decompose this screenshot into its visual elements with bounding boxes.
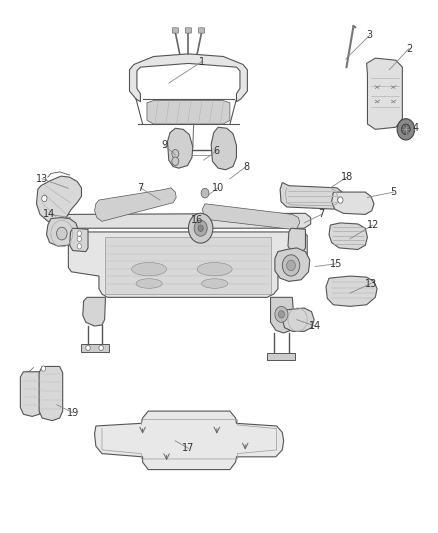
Polygon shape: [70, 228, 88, 252]
Circle shape: [77, 244, 81, 249]
FancyBboxPatch shape: [185, 28, 191, 33]
Circle shape: [279, 311, 285, 318]
Text: 8: 8: [243, 161, 249, 172]
Text: 10: 10: [212, 183, 224, 193]
Polygon shape: [95, 411, 284, 470]
Ellipse shape: [136, 279, 162, 288]
Ellipse shape: [197, 263, 232, 276]
Polygon shape: [167, 128, 193, 168]
Polygon shape: [326, 276, 377, 306]
Text: 15: 15: [330, 259, 342, 269]
Text: 6: 6: [214, 146, 220, 156]
Polygon shape: [275, 248, 310, 281]
Circle shape: [77, 231, 81, 236]
Polygon shape: [329, 223, 367, 249]
Circle shape: [283, 255, 300, 276]
Circle shape: [77, 236, 81, 241]
Text: 19: 19: [67, 408, 79, 418]
Polygon shape: [211, 127, 237, 169]
Polygon shape: [332, 192, 374, 214]
Text: 7: 7: [318, 209, 325, 220]
Polygon shape: [106, 237, 271, 294]
Polygon shape: [20, 372, 42, 416]
Text: 16: 16: [191, 215, 203, 225]
Polygon shape: [271, 297, 294, 333]
Text: 7: 7: [137, 183, 144, 193]
Polygon shape: [36, 176, 81, 223]
Polygon shape: [95, 188, 176, 221]
Polygon shape: [147, 101, 230, 124]
Circle shape: [194, 220, 207, 236]
Text: 5: 5: [391, 187, 397, 197]
Polygon shape: [283, 308, 314, 332]
Polygon shape: [81, 344, 109, 352]
Polygon shape: [39, 367, 63, 421]
Circle shape: [198, 225, 203, 231]
Circle shape: [275, 306, 288, 322]
Text: 1: 1: [198, 57, 205, 67]
Text: 13: 13: [36, 174, 48, 184]
Text: 4: 4: [413, 123, 419, 133]
Text: 2: 2: [406, 44, 412, 53]
Polygon shape: [202, 204, 300, 229]
Ellipse shape: [132, 263, 166, 276]
Polygon shape: [288, 228, 305, 252]
Ellipse shape: [201, 279, 228, 288]
Text: 14: 14: [42, 209, 55, 220]
Circle shape: [201, 188, 209, 198]
Circle shape: [397, 119, 415, 140]
Polygon shape: [267, 353, 295, 360]
Text: 17: 17: [182, 443, 194, 453]
Circle shape: [86, 345, 90, 351]
Polygon shape: [280, 182, 343, 209]
Polygon shape: [68, 232, 307, 297]
FancyBboxPatch shape: [198, 28, 205, 33]
Circle shape: [99, 345, 103, 351]
Polygon shape: [130, 54, 247, 102]
FancyBboxPatch shape: [172, 28, 178, 33]
Polygon shape: [367, 58, 403, 130]
Circle shape: [188, 213, 213, 243]
Text: 18: 18: [341, 172, 353, 182]
Polygon shape: [46, 217, 78, 246]
Circle shape: [42, 195, 47, 201]
Text: 9: 9: [161, 140, 167, 150]
Circle shape: [57, 227, 67, 240]
Circle shape: [41, 366, 46, 371]
Circle shape: [172, 157, 179, 165]
Circle shape: [287, 260, 295, 271]
Text: 3: 3: [367, 30, 373, 41]
Circle shape: [402, 124, 410, 135]
Circle shape: [338, 197, 343, 203]
Polygon shape: [64, 213, 311, 228]
Text: 14: 14: [309, 321, 321, 331]
Circle shape: [172, 150, 179, 158]
Text: 13: 13: [365, 279, 377, 288]
Text: 12: 12: [367, 220, 379, 230]
Polygon shape: [83, 297, 106, 326]
